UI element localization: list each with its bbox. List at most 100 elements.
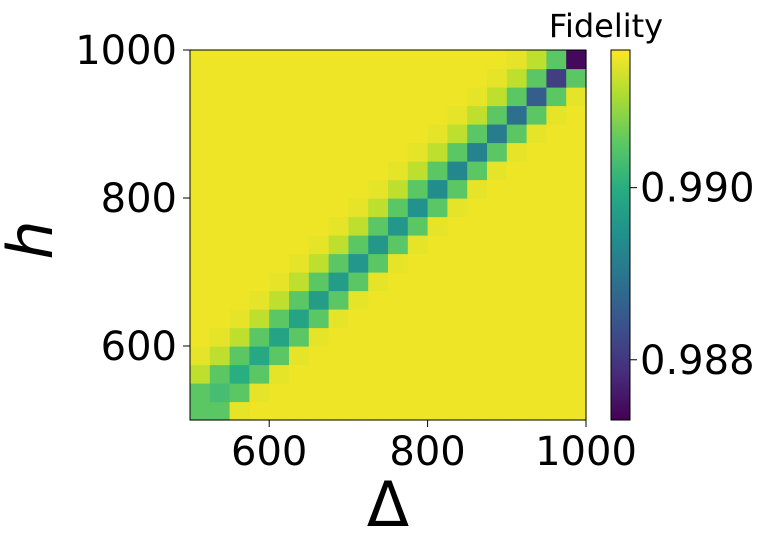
heatmap-cell	[328, 364, 349, 384]
heatmap-cell	[209, 401, 231, 421]
heatmap-cell	[269, 179, 290, 199]
heatmap-cell	[546, 142, 567, 162]
heatmap-cell	[506, 235, 528, 255]
heatmap-cell	[388, 161, 409, 181]
heatmap-cell	[427, 253, 448, 273]
heatmap-cell	[566, 161, 587, 181]
heatmap-cell	[289, 198, 310, 218]
heatmap-cell	[447, 161, 468, 181]
heatmap-cell	[506, 309, 528, 329]
heatmap-cell	[447, 346, 468, 366]
heatmap-cell	[269, 272, 290, 292]
heatmap-cell	[209, 216, 231, 236]
heatmap-cell	[526, 161, 547, 181]
heatmap-cell	[526, 401, 547, 421]
heatmap-cell	[289, 290, 310, 310]
heatmap-cell	[388, 198, 409, 218]
heatmap-cell	[427, 216, 448, 236]
heatmap-cell	[328, 253, 349, 273]
heatmap-cell	[229, 124, 250, 144]
heatmap-cell	[308, 142, 330, 162]
heatmap-cell	[308, 401, 330, 421]
heatmap-cell	[190, 161, 211, 181]
heatmap-cell	[407, 401, 429, 421]
heatmap-cell	[427, 161, 448, 181]
heatmap-cell	[526, 179, 547, 199]
heatmap-cell	[249, 105, 270, 125]
heatmap-cell	[368, 272, 389, 292]
heatmap-cell	[249, 68, 270, 88]
heatmap-cell	[249, 198, 270, 218]
heatmap-cell	[308, 272, 330, 292]
heatmap-cell	[368, 105, 389, 125]
heatmap-cell	[506, 142, 528, 162]
heatmap-cell	[269, 364, 290, 384]
heatmap-cell	[269, 142, 290, 162]
heatmap-cell	[388, 68, 409, 88]
heatmap-cell	[289, 179, 310, 199]
heatmap-cell	[388, 309, 409, 329]
heatmap-cell	[566, 327, 587, 347]
heatmap-cell	[407, 309, 429, 329]
heatmap-cell	[526, 346, 547, 366]
heatmap-cell	[209, 68, 231, 88]
heatmap-cell	[269, 401, 290, 421]
heatmap-cell	[487, 364, 508, 384]
heatmap-cell	[506, 179, 528, 199]
heatmap-cell	[229, 235, 250, 255]
heatmap-cell	[229, 161, 250, 181]
heatmap-cell	[447, 68, 468, 88]
heatmap-cell	[506, 272, 528, 292]
heatmap-cell	[348, 346, 369, 366]
heatmap-cell	[190, 124, 211, 144]
heatmap-cell	[467, 142, 488, 162]
heatmap-cell	[308, 327, 330, 347]
heatmap-cell	[328, 346, 349, 366]
x-tick-label: 600	[231, 429, 307, 475]
heatmap-cell	[546, 105, 567, 125]
heatmap-cell	[487, 309, 508, 329]
heatmap-cell	[229, 272, 250, 292]
heatmap-cell	[249, 290, 270, 310]
heatmap-cell	[487, 87, 508, 107]
heatmap-cell	[407, 142, 429, 162]
heatmap-cell	[289, 327, 310, 347]
y-axis-label: h	[0, 220, 67, 259]
heatmap-cell	[289, 272, 310, 292]
heatmap-cell	[190, 198, 211, 218]
heatmap-cell	[546, 179, 567, 199]
heatmap-cell	[506, 290, 528, 310]
heatmap-cell	[308, 161, 330, 181]
heatmap-cell	[229, 68, 250, 88]
heatmap-cell	[368, 290, 389, 310]
heatmap-cell	[308, 105, 330, 125]
heatmap-cell	[209, 290, 231, 310]
heatmap-cell	[348, 216, 369, 236]
heatmap-cell	[308, 253, 330, 273]
heatmap-cell	[249, 142, 270, 162]
heatmap-cell	[526, 50, 547, 70]
heatmap-cell	[447, 179, 468, 199]
heatmap-cell	[209, 235, 231, 255]
heatmap-cell	[487, 50, 508, 70]
heatmap-cell	[190, 327, 211, 347]
heatmap-cell	[388, 364, 409, 384]
heatmap-cell	[487, 346, 508, 366]
heatmap-cell	[348, 327, 369, 347]
heatmap-cell	[407, 235, 429, 255]
heatmap-cell	[190, 346, 211, 366]
heatmap-cell	[487, 235, 508, 255]
heatmap-cell	[328, 290, 349, 310]
heatmap-cell	[407, 68, 429, 88]
heatmap-cell	[249, 161, 270, 181]
heatmap-cell	[348, 309, 369, 329]
heatmap-cell	[209, 198, 231, 218]
heatmap-cell	[566, 179, 587, 199]
heatmap-cell	[229, 327, 250, 347]
heatmap-cell	[506, 105, 528, 125]
heatmap-cell	[289, 235, 310, 255]
heatmap-cell	[526, 105, 547, 125]
heatmap-cell	[546, 253, 567, 273]
heatmap-cell	[447, 309, 468, 329]
heatmap-cell	[388, 346, 409, 366]
